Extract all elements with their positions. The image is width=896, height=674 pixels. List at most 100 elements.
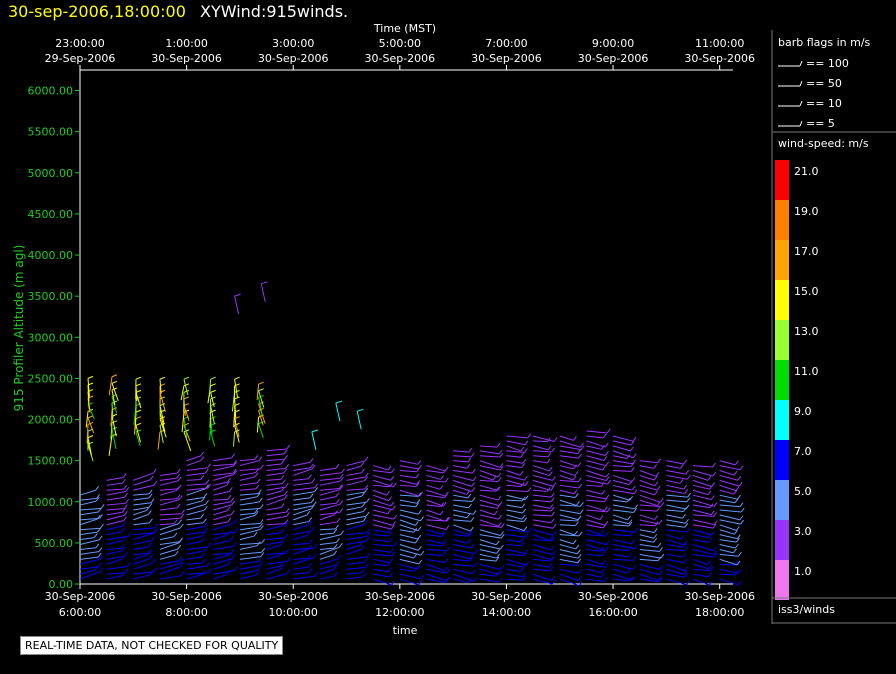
wind-barb-flag: [467, 493, 472, 499]
wind-barb: [453, 568, 473, 575]
wind-barb-flag: [361, 502, 366, 508]
wind-barb-flag: [286, 512, 290, 517]
wind-barb: [159, 472, 178, 476]
wind-barb-flag: [202, 518, 207, 524]
wind-barb-flag: [627, 515, 631, 521]
wind-barb-flag: [627, 552, 632, 558]
legend-panel: barb flags in m/s == 100 == 50 == 10 == 5 w…: [771, 30, 896, 624]
wind-barb: [266, 532, 282, 536]
x-tick-top-date: 30-Sep-2006: [151, 52, 222, 65]
x-tick-top-time: 7:00:00: [485, 37, 527, 50]
speed-swatch: [775, 360, 789, 400]
wind-barb: [559, 465, 574, 470]
wind-barb: [106, 565, 128, 570]
wind-barb-upper: [256, 384, 260, 400]
wind-barb: [612, 440, 631, 446]
wind-barb-flag: [176, 494, 181, 499]
wind-barb: [559, 553, 579, 559]
wind-barb-flag: [388, 531, 393, 537]
wind-barb: [479, 568, 500, 575]
wind-barb: [479, 514, 499, 520]
wind-barb: [613, 524, 629, 527]
wind-barb-upper: [208, 379, 212, 398]
wind-barb: [399, 489, 420, 497]
wind-barb: [266, 486, 286, 491]
wind-barb-flag: [153, 480, 158, 486]
wind-barb-flag: [626, 568, 631, 574]
wind-barb: [533, 558, 551, 562]
wind-barb-flag: [572, 475, 577, 481]
wind-barb-flag: [440, 475, 445, 480]
wind-barb: [319, 547, 335, 550]
wind-barb-flag: [309, 493, 314, 499]
wind-barb-upper: [183, 431, 192, 452]
wind-barb-flag: [549, 536, 554, 541]
wind-barb-flag: [605, 451, 609, 456]
wind-barb-flag: [364, 487, 369, 493]
wind-barb: [586, 450, 606, 456]
wind-barb-flag: [261, 547, 266, 553]
wind-barb-flag: [653, 537, 658, 543]
wind-barb: [559, 504, 581, 507]
wind-barb: [79, 518, 98, 526]
wind-barb: [293, 514, 307, 521]
wind-barb-upper: [159, 418, 167, 438]
wind-barb-flag: [366, 536, 371, 542]
wind-barb-upper: [209, 425, 212, 441]
wind-barb: [506, 504, 522, 509]
speed-legend-title: wind-speed: m/s: [778, 137, 869, 150]
wind-barb: [559, 484, 579, 489]
wind-barb: [479, 548, 497, 554]
wind-barb-flag: [682, 513, 686, 519]
wind-barb-flag: [577, 553, 582, 559]
wind-barb: [266, 565, 281, 570]
wind-barb-flag: [632, 436, 637, 442]
wind-barb: [159, 562, 181, 570]
wind-barb: [266, 511, 287, 516]
wind-barb: [346, 495, 363, 501]
wind-barb: [399, 460, 418, 465]
wind-barb-flag: [338, 543, 343, 548]
wind-barb-flag: [660, 502, 665, 507]
wind-barb: [453, 548, 475, 555]
wind-barb-flag: [737, 568, 742, 574]
wind-barb-flag: [335, 492, 340, 497]
wind-barb: [559, 489, 575, 495]
wind-barb: [479, 534, 502, 539]
wind-barb-flag: [708, 538, 713, 543]
wind-barb: [159, 480, 179, 486]
wind-barb-flag: [256, 570, 261, 576]
wind-barb: [426, 479, 446, 483]
wind-barb: [719, 494, 738, 500]
wind-barb-flag: [207, 483, 212, 489]
wind-barb: [666, 504, 687, 510]
wind-barb-flag: [333, 550, 337, 556]
wind-barb: [532, 479, 554, 487]
wind-barb-flag: [281, 550, 285, 556]
wind-barb-flag: [499, 452, 504, 458]
wind-barb: [692, 509, 712, 516]
wind-barb-flag: [603, 577, 608, 582]
wind-barb: [506, 544, 522, 547]
wind-barb: [479, 504, 498, 509]
wind-barb: [586, 519, 606, 526]
wind-barb-flag: [653, 475, 658, 481]
wind-barb-upper: [87, 384, 90, 402]
wind-barb-sparse: [311, 431, 317, 450]
wind-barb: [266, 506, 282, 511]
wind-barb: [666, 539, 685, 546]
wind-barb-flag: [446, 568, 451, 574]
wind-barb-flag: [339, 473, 344, 479]
wind-barb-flag: [255, 484, 260, 490]
wind-barb-flag: [707, 490, 712, 495]
wind-barb-flag: [550, 536, 555, 542]
wind-barb: [479, 465, 501, 471]
wind-barb-flag: [414, 521, 419, 526]
wind-barb-upper: [108, 376, 113, 396]
wind-barb: [719, 474, 738, 481]
wind-barb-flag: [605, 472, 610, 478]
wind-barb: [719, 529, 735, 535]
wind-barb-flag: [498, 570, 503, 575]
wind-barb: [506, 479, 526, 487]
wind-barb: [266, 573, 288, 580]
